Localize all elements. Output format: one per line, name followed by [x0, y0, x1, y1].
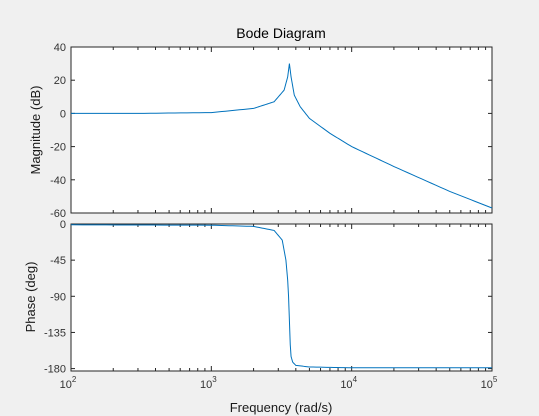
- x-tick-label-exponent: 3: [212, 375, 217, 384]
- magnitude-y-tick-label: -20: [50, 142, 66, 154]
- magnitude-y-tick-label: 20: [54, 75, 66, 87]
- magnitude-axes: 40 20 0 -20 -40 -60 Magnitude (dB): [28, 42, 493, 220]
- phase-series-line: [70, 224, 492, 369]
- x-axis-label: Frequency (rad/s): [230, 400, 333, 415]
- magnitude-series-line: [71, 63, 493, 209]
- x-tick-label-exponent: 5: [493, 375, 498, 384]
- x-tick-label-exponent: 4: [353, 375, 358, 384]
- magnitude-y-tick-label: 40: [54, 42, 66, 54]
- x-tick-label-base: 10: [200, 379, 212, 391]
- phase-y-tick-label: -90: [50, 291, 66, 303]
- x-tick-label-base: 10: [340, 379, 352, 391]
- phase-axes: 0 -45 -90 -135 -180 Phase (deg): [23, 219, 493, 376]
- x-tick-label: 104: [340, 375, 357, 391]
- x-tick-label-exponent: 2: [72, 375, 77, 384]
- phase-y-tick-label: -135: [44, 327, 66, 339]
- x-tick-labels: 102 103 104 105: [60, 375, 498, 391]
- x-tick-label: 102: [60, 375, 77, 391]
- phase-y-tick-label: -180: [44, 364, 66, 376]
- magnitude-y-axis-label: Magnitude (dB): [28, 86, 43, 175]
- magnitude-x-ticks: [70, 47, 487, 213]
- x-tick-label: 105: [481, 375, 498, 391]
- x-tick-label-base: 10: [481, 379, 493, 391]
- x-tick-label: 103: [200, 375, 217, 391]
- phase-y-ticks: 0 -45 -90 -135 -180: [44, 219, 492, 376]
- magnitude-y-tick-label: 0: [60, 108, 66, 120]
- phase-plot-area: [70, 223, 493, 372]
- phase-y-tick-label: 0: [60, 219, 66, 231]
- magnitude-y-tick-label: -40: [50, 175, 66, 187]
- magnitude-y-tick-label: -60: [50, 208, 66, 220]
- x-tick-label-base: 10: [60, 379, 72, 391]
- phase-y-axis-label: Phase (deg): [23, 262, 38, 333]
- phase-y-tick-label: -45: [50, 255, 66, 267]
- magnitude-plot-area: [70, 46, 493, 214]
- chart-title: Bode Diagram: [236, 25, 326, 41]
